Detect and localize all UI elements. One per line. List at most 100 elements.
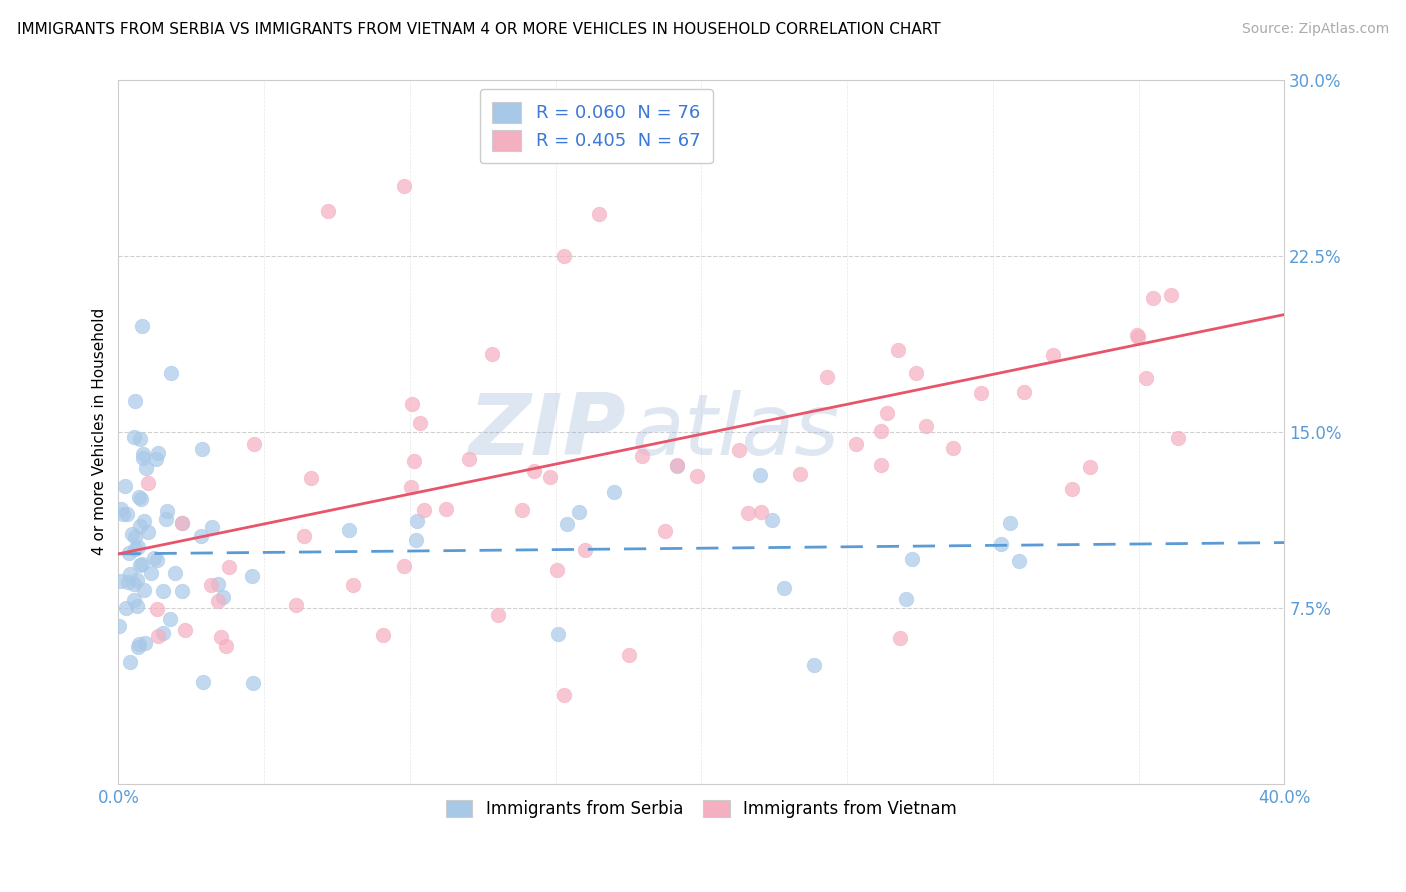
Point <box>292 529 315 543</box>
Point <box>159 612 181 626</box>
Point <box>523 464 546 478</box>
Point <box>555 517 578 532</box>
Point <box>481 131 503 145</box>
Point <box>481 347 503 361</box>
Point <box>124 430 146 444</box>
Point <box>129 491 152 506</box>
Point <box>156 504 179 518</box>
Point <box>128 637 150 651</box>
Point <box>402 453 425 467</box>
Point <box>155 512 177 526</box>
Point <box>1008 554 1031 568</box>
Text: ZIP: ZIP <box>468 391 626 474</box>
Point <box>409 416 432 430</box>
Point <box>200 578 222 592</box>
Point <box>546 563 568 577</box>
Point <box>1160 288 1182 302</box>
Point <box>666 458 689 473</box>
Point <box>1128 330 1150 344</box>
Point <box>108 619 131 633</box>
Point <box>1060 482 1083 496</box>
Point <box>191 675 214 690</box>
Point <box>134 514 156 528</box>
Point <box>1142 291 1164 305</box>
Point <box>139 566 162 581</box>
Point <box>915 419 938 434</box>
Point <box>172 584 194 599</box>
Point <box>538 469 561 483</box>
Legend: Immigrants from Serbia, Immigrants from Vietnam: Immigrants from Serbia, Immigrants from … <box>439 793 963 825</box>
Point <box>118 546 141 560</box>
Point <box>815 370 838 384</box>
Point <box>243 437 266 451</box>
Point <box>146 553 169 567</box>
Point <box>129 432 152 446</box>
Point <box>789 467 811 482</box>
Point <box>148 446 170 460</box>
Point <box>458 451 481 466</box>
Point <box>129 558 152 573</box>
Point <box>1042 348 1064 362</box>
Point <box>118 655 141 669</box>
Point <box>131 451 153 466</box>
Point <box>574 543 596 558</box>
Point <box>170 516 193 530</box>
Point <box>152 584 174 599</box>
Point <box>218 559 240 574</box>
Point <box>209 630 232 644</box>
Point <box>904 366 927 380</box>
Point <box>617 648 640 662</box>
Text: IMMIGRANTS FROM SERBIA VS IMMIGRANTS FROM VIETNAM 4 OR MORE VEHICLES IN HOUSEHOL: IMMIGRANTS FROM SERBIA VS IMMIGRANTS FRO… <box>17 22 941 37</box>
Point <box>122 593 145 607</box>
Point <box>401 397 423 411</box>
Point <box>190 529 212 543</box>
Point <box>553 249 575 263</box>
Point <box>110 502 132 516</box>
Point <box>134 635 156 649</box>
Point <box>134 582 156 597</box>
Point <box>547 626 569 640</box>
Point <box>165 566 187 580</box>
Point <box>1126 328 1149 343</box>
Point <box>603 485 626 500</box>
Point <box>1078 460 1101 475</box>
Point <box>1012 384 1035 399</box>
Point <box>170 516 193 531</box>
Point <box>969 385 991 400</box>
Point <box>127 640 149 654</box>
Point <box>486 608 509 623</box>
Point <box>399 481 422 495</box>
Point <box>749 467 772 482</box>
Point <box>870 458 893 472</box>
Point <box>285 598 308 612</box>
Point <box>124 577 146 591</box>
Point <box>568 505 591 519</box>
Point <box>737 506 759 520</box>
Point <box>174 623 197 637</box>
Point <box>630 449 652 463</box>
Point <box>1167 431 1189 445</box>
Point <box>128 518 150 533</box>
Point <box>337 523 360 537</box>
Point <box>136 524 159 539</box>
Point <box>132 447 155 461</box>
Point <box>121 527 143 541</box>
Point <box>654 524 676 538</box>
Point <box>886 343 908 358</box>
Point <box>117 574 139 589</box>
Point <box>131 319 153 334</box>
Point <box>405 514 427 528</box>
Point <box>146 601 169 615</box>
Point <box>371 628 394 642</box>
Point <box>869 424 891 438</box>
Point <box>1135 371 1157 385</box>
Point <box>136 475 159 490</box>
Point <box>152 625 174 640</box>
Point <box>1000 516 1022 530</box>
Point <box>110 574 132 588</box>
Point <box>405 533 427 548</box>
Point <box>242 676 264 690</box>
Point <box>201 520 224 534</box>
Point <box>392 178 415 193</box>
Point <box>901 552 924 566</box>
